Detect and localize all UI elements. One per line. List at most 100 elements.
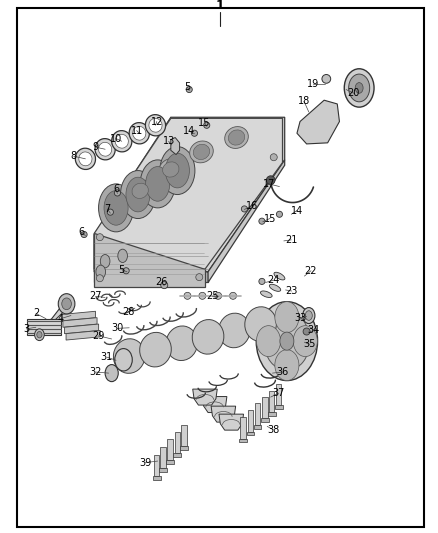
Text: 21: 21 <box>285 235 297 245</box>
Circle shape <box>276 211 283 217</box>
Text: 29: 29 <box>92 331 105 341</box>
Text: 15: 15 <box>198 118 211 127</box>
Text: 33: 33 <box>294 313 306 322</box>
Text: 18: 18 <box>298 96 310 106</box>
Polygon shape <box>66 330 100 340</box>
Polygon shape <box>275 405 283 409</box>
Text: 15: 15 <box>264 214 276 223</box>
Polygon shape <box>297 100 339 144</box>
Text: 13: 13 <box>162 136 175 146</box>
Circle shape <box>114 190 120 196</box>
Text: 20: 20 <box>348 88 360 98</box>
Text: 1: 1 <box>216 0 225 12</box>
Text: 31: 31 <box>101 352 113 362</box>
Circle shape <box>191 130 198 136</box>
Polygon shape <box>255 403 260 425</box>
Ellipse shape <box>145 166 170 201</box>
Ellipse shape <box>115 134 128 148</box>
Polygon shape <box>167 439 173 460</box>
Text: 19: 19 <box>307 79 319 89</box>
Polygon shape <box>219 414 244 430</box>
Text: 26: 26 <box>155 278 167 287</box>
Ellipse shape <box>160 147 195 195</box>
Polygon shape <box>27 319 61 335</box>
Ellipse shape <box>275 350 299 381</box>
Circle shape <box>215 292 222 300</box>
Ellipse shape <box>190 141 213 163</box>
Ellipse shape <box>95 139 115 160</box>
Polygon shape <box>36 301 71 336</box>
Ellipse shape <box>269 284 281 292</box>
Text: 24: 24 <box>267 276 279 285</box>
Polygon shape <box>269 391 274 412</box>
Text: 22: 22 <box>305 266 317 276</box>
Text: 17: 17 <box>263 179 275 189</box>
Ellipse shape <box>113 339 145 373</box>
Ellipse shape <box>140 160 175 208</box>
Polygon shape <box>181 425 187 446</box>
Ellipse shape <box>132 183 148 198</box>
Ellipse shape <box>140 333 171 367</box>
Text: 25: 25 <box>206 292 219 301</box>
Polygon shape <box>160 447 166 468</box>
Ellipse shape <box>99 184 134 232</box>
Ellipse shape <box>166 326 198 360</box>
Ellipse shape <box>100 255 110 268</box>
Ellipse shape <box>104 191 128 225</box>
Ellipse shape <box>133 126 146 140</box>
Ellipse shape <box>58 294 75 314</box>
Text: 32: 32 <box>89 367 102 377</box>
Ellipse shape <box>303 308 315 324</box>
Ellipse shape <box>105 365 118 382</box>
Ellipse shape <box>145 115 166 136</box>
Ellipse shape <box>349 74 370 102</box>
Ellipse shape <box>159 159 183 180</box>
Polygon shape <box>261 418 269 422</box>
Polygon shape <box>159 468 167 472</box>
Circle shape <box>186 86 192 93</box>
Circle shape <box>266 176 275 184</box>
Ellipse shape <box>62 298 71 310</box>
Circle shape <box>204 122 210 128</box>
Text: 14: 14 <box>291 206 303 215</box>
Polygon shape <box>94 117 285 272</box>
Ellipse shape <box>35 329 44 341</box>
Polygon shape <box>173 453 181 457</box>
Polygon shape <box>171 138 180 155</box>
Text: 4: 4 <box>57 314 64 324</box>
Text: 36: 36 <box>276 367 288 377</box>
Ellipse shape <box>166 154 189 188</box>
Text: 6: 6 <box>113 184 119 194</box>
Polygon shape <box>193 389 217 405</box>
Ellipse shape <box>162 162 179 177</box>
Text: 37: 37 <box>272 389 284 398</box>
Ellipse shape <box>115 349 132 371</box>
Ellipse shape <box>37 332 42 338</box>
Ellipse shape <box>344 69 374 107</box>
Polygon shape <box>248 410 253 432</box>
Ellipse shape <box>120 171 155 219</box>
Text: 35: 35 <box>303 340 315 349</box>
Polygon shape <box>268 412 276 416</box>
Ellipse shape <box>293 326 317 357</box>
Ellipse shape <box>228 130 245 145</box>
Circle shape <box>241 206 247 212</box>
Circle shape <box>259 278 265 285</box>
Ellipse shape <box>112 131 132 152</box>
Text: 16: 16 <box>246 201 258 211</box>
Text: 27: 27 <box>89 292 102 301</box>
Polygon shape <box>94 118 283 269</box>
Ellipse shape <box>128 180 152 201</box>
Ellipse shape <box>245 307 276 341</box>
Polygon shape <box>154 455 159 476</box>
Text: 6: 6 <box>78 227 84 237</box>
Ellipse shape <box>219 313 250 348</box>
Polygon shape <box>94 233 205 287</box>
Ellipse shape <box>355 83 363 93</box>
Circle shape <box>259 218 265 224</box>
Circle shape <box>184 292 191 300</box>
Polygon shape <box>211 406 236 422</box>
Polygon shape <box>94 235 208 282</box>
Ellipse shape <box>79 152 92 166</box>
Text: 39: 39 <box>139 458 152 467</box>
